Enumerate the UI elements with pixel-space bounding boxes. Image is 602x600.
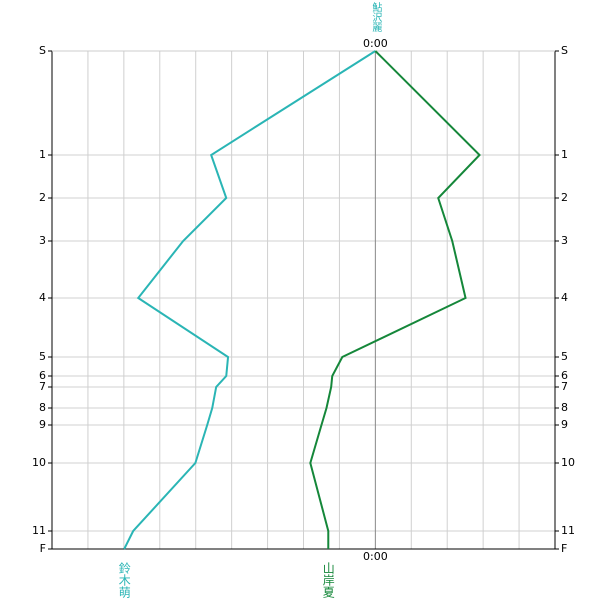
- y-tick-label: 2: [39, 191, 46, 204]
- y-tick-label: F: [561, 542, 567, 555]
- y-tick-label: 8: [561, 401, 568, 414]
- x-tick-label: 0:00: [363, 37, 388, 50]
- y-tick-label: 11: [561, 524, 575, 537]
- y-tick-label: 1: [561, 148, 568, 161]
- y-tick-label: 6: [561, 369, 568, 382]
- y-tick-label: 1: [39, 148, 46, 161]
- y-tick-label: F: [40, 542, 46, 555]
- y-tick-label: 8: [39, 401, 46, 414]
- y-tick-label: 2: [561, 191, 568, 204]
- y-tick-label: 7: [561, 380, 568, 393]
- x-tick-label: 0:00: [363, 550, 388, 563]
- y-tick-label: 11: [32, 524, 46, 537]
- y-tick-label: 3: [561, 234, 568, 247]
- series-line: [123, 50, 376, 550]
- legend-entry: 鈴木萌: [117, 561, 131, 598]
- y-tick-label: 3: [39, 234, 46, 247]
- y-tick-label: S: [561, 44, 568, 57]
- y-tick-label: 10: [32, 456, 46, 469]
- y-tick-label: 6: [39, 369, 46, 382]
- y-tick-label: 9: [561, 418, 568, 431]
- series-line: [309, 50, 481, 549]
- y-tick-label: S: [39, 44, 46, 57]
- y-tick-label: 10: [561, 456, 575, 469]
- top-name: 鮎沢麗: [370, 1, 382, 33]
- y-tick-label: 5: [561, 350, 568, 363]
- y-tick-label: 4: [561, 291, 568, 304]
- y-tick-label: 4: [39, 291, 46, 304]
- y-tick-label: 9: [39, 418, 46, 431]
- y-tick-label: 7: [39, 380, 46, 393]
- y-tick-label: 5: [39, 350, 46, 363]
- legend-entry: 山岸夏: [321, 562, 335, 598]
